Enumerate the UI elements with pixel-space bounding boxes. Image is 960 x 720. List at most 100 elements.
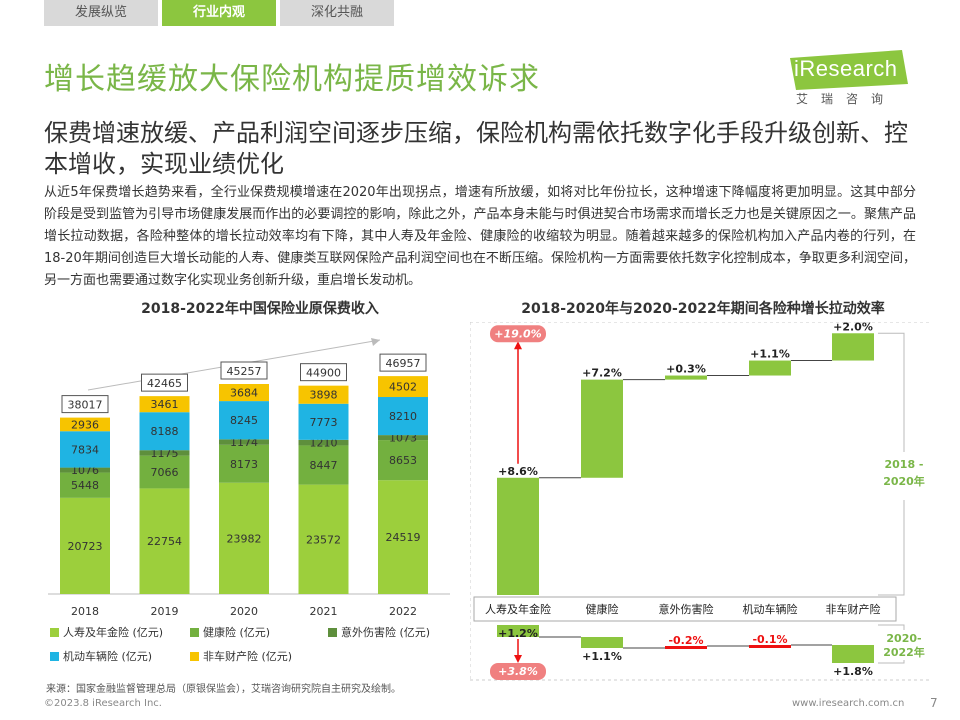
legend-swatch [190, 627, 199, 637]
period-bracket [878, 332, 905, 452]
upper-bar [749, 360, 791, 376]
stacked-bar-chart: 2072354481076783429363801720182275470661… [48, 338, 450, 618]
legend-label: 人寿及年金险 (亿元) [63, 626, 164, 639]
total-bubble-label: +3.8% [498, 665, 538, 678]
upper-bar [832, 333, 874, 361]
lower-bar-label: +1.8% [833, 665, 873, 678]
data-label: 5448 [71, 479, 99, 492]
lower-bar-label: -0.1% [752, 633, 787, 646]
legend-item: 非车财产险 (亿元) [190, 648, 320, 664]
data-label: 20723 [68, 540, 103, 553]
bar-segment [298, 445, 349, 485]
lower-bar [832, 645, 874, 663]
legend-label: 非车财产险 (亿元) [203, 650, 293, 663]
data-label: 22754 [147, 535, 182, 548]
period-label: 2018 - [884, 458, 923, 471]
website-url[interactable]: www.iresearch.com.cn [792, 698, 905, 709]
data-label: 8447 [310, 459, 338, 472]
x-tick-label: 2019 [151, 605, 179, 618]
upper-bar [665, 375, 707, 380]
tab-overview[interactable]: 发展纵览 [44, 0, 158, 26]
data-label: 7066 [151, 466, 179, 479]
logo-text: iResearch [794, 56, 898, 81]
bar-segment [219, 482, 269, 594]
tab-industry[interactable]: 行业内观 [162, 0, 276, 26]
bar-segment [139, 412, 190, 451]
data-label: 8173 [230, 458, 258, 471]
data-label: 3461 [151, 398, 179, 411]
bar-segment [298, 439, 349, 446]
body-paragraph: 从近5年保费增长趋势来看，全行业保费规模增速在2020年出现拐点，增速有所放缓，… [44, 185, 916, 288]
copyright: ©2023.8 iResearch Inc. [44, 698, 162, 709]
x-tick-label: 2021 [310, 605, 338, 618]
period-bracket [878, 624, 905, 630]
total-label: 44900 [306, 367, 341, 380]
x-tick-label: 2018 [71, 605, 99, 618]
period-label: 2020年 [883, 474, 925, 488]
data-label: 7834 [71, 443, 99, 456]
legend-item: 意外伤害险 (亿元) [328, 624, 438, 640]
lower-bar-label: -0.2% [668, 634, 703, 647]
total-box [141, 373, 188, 392]
lower-bar [581, 637, 623, 648]
total-box [300, 363, 347, 382]
bar-segment [139, 488, 190, 594]
trend-arrow-head [371, 338, 380, 346]
page-number: 7 [930, 696, 938, 710]
total-box [379, 353, 427, 372]
legend-swatch [50, 651, 59, 661]
bar-segment [378, 376, 428, 398]
data-label: 8210 [389, 410, 417, 423]
bar-segment [378, 440, 428, 481]
bar-segment [139, 450, 190, 456]
total-bubble-label: +19.0% [494, 327, 541, 340]
bar-segment [219, 384, 269, 402]
data-label: 8245 [230, 414, 258, 427]
lower-bar-label: +1.2% [498, 627, 538, 640]
legend-item: 机动车辆险 (亿元) [50, 648, 190, 664]
nav-tabs: 发展纵览 行业内观 深化共融 [44, 0, 394, 26]
total-label: 45257 [227, 365, 262, 378]
legend-label: 机动车辆险 (亿元) [63, 650, 153, 663]
lower-bar [665, 646, 707, 649]
left-chart-title: 2018-2022年中国保险业原保费收入 [141, 301, 379, 317]
upper-bar [581, 379, 623, 478]
data-label: 4502 [389, 381, 417, 394]
category-label: 非车财产险 [826, 602, 881, 616]
upper-bar-label: +7.2% [582, 367, 622, 380]
bar-segment [139, 396, 190, 413]
upper-bar-label: +2.0% [833, 322, 873, 333]
data-label: 1210 [310, 437, 338, 450]
total-label: 38017 [68, 399, 103, 412]
bar-segment [60, 417, 110, 432]
bar-segment [378, 397, 428, 436]
data-label: 8653 [389, 454, 417, 467]
x-tick-label: 2022 [389, 605, 417, 618]
logo-subtext: 艾瑞咨询 [796, 92, 897, 106]
data-label: 7773 [310, 416, 338, 429]
tab-integration[interactable]: 深化共融 [280, 0, 394, 26]
bar-segment [60, 431, 110, 468]
source-note: 来源：国家金融监督管理总局（原银保监会），艾瑞咨询研究院自主研究及绘制。 [46, 684, 401, 695]
total-arrow-head [514, 655, 522, 663]
bar-segment [298, 484, 349, 594]
legend-label: 意外伤害险 (亿元) [341, 626, 431, 639]
data-label: 24519 [386, 531, 421, 544]
upper-bar-label: +1.1% [750, 348, 790, 361]
legend-item: 健康险 (亿元) [190, 624, 328, 640]
period-label: 2020- [886, 632, 921, 645]
logo-shape [790, 50, 908, 90]
legend-item: 人寿及年金险 (亿元) [50, 624, 190, 640]
total-box [61, 395, 109, 414]
upper-bar-label: +8.6% [498, 465, 538, 478]
period-label: 2022年 [883, 645, 925, 659]
bar-segment [378, 480, 428, 594]
bar-segment [378, 435, 428, 441]
right-chart-title: 2018-2020年与2020-2022年期间各险种增长拉动效率 [521, 301, 885, 317]
total-arrow-head [514, 341, 522, 350]
lower-bar [749, 645, 791, 648]
legend-swatch [190, 651, 199, 661]
lower-bar-label: +1.1% [582, 650, 622, 663]
page-title: 增长趋缓放大保险机构提质增效诉求 [44, 62, 540, 97]
total-box [220, 361, 268, 380]
